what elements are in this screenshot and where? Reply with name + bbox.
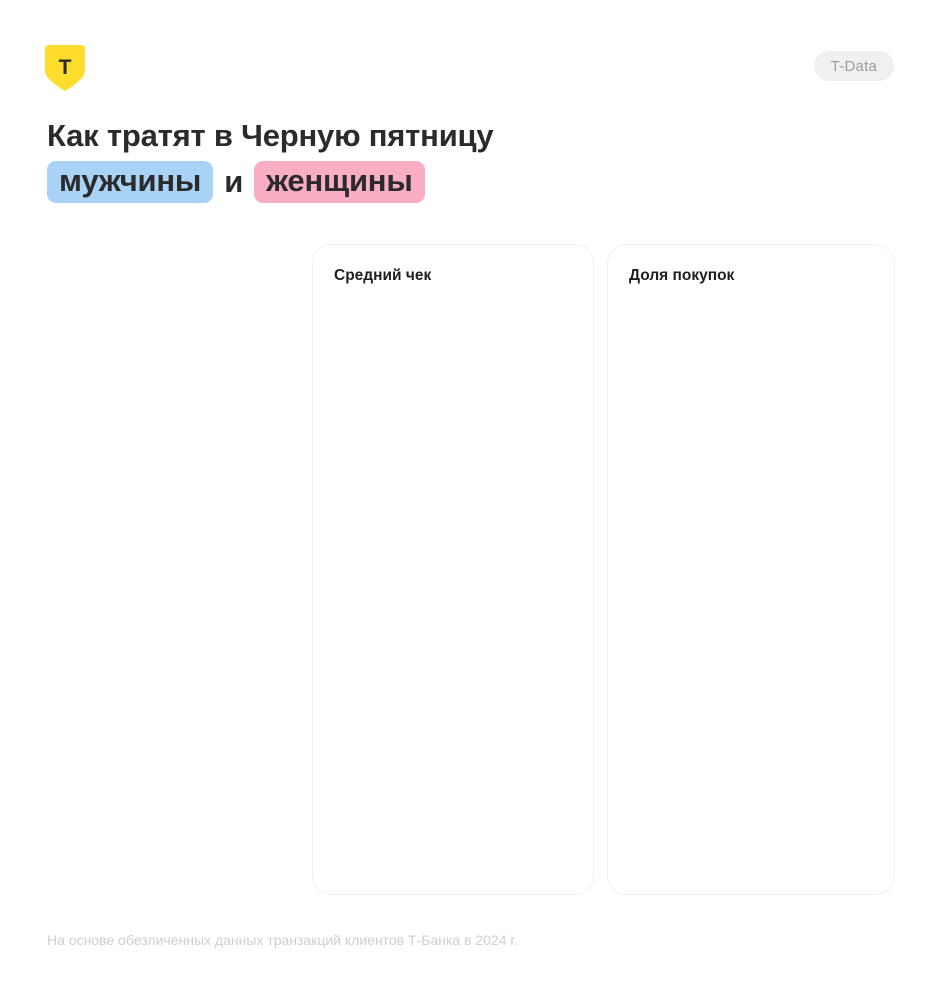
- avg-check-card: Средний чек: [313, 245, 593, 894]
- purchase-share-card-title: Доля покупок: [629, 267, 735, 284]
- title-line-1: Как тратят в Черную пятницу: [47, 118, 494, 153]
- t-data-badge-label: T-Data: [830, 57, 877, 75]
- svg-text:Т: Т: [59, 56, 72, 79]
- category-label-column: [0, 245, 300, 894]
- title-highlight-women: женщины: [254, 160, 425, 204]
- t-data-badge: T-Data: [813, 51, 894, 81]
- source-note: На основе обезличенных данных транзакций…: [47, 932, 518, 948]
- title-highlight-men: мужчины: [47, 160, 214, 204]
- page-title: Как тратят в Черную пятницу мужчины и же…: [47, 118, 847, 204]
- avg-check-card-title: Средний чек: [334, 267, 432, 284]
- t-bank-logo-icon: Т: [45, 45, 85, 91]
- title-conjunction: и: [224, 163, 244, 199]
- purchase-share-card: Доля покупок: [608, 245, 894, 894]
- title-line-2: мужчины и женщины: [47, 160, 847, 204]
- avg-check-bars: [313, 245, 593, 894]
- purchase-share-bars: [608, 245, 894, 894]
